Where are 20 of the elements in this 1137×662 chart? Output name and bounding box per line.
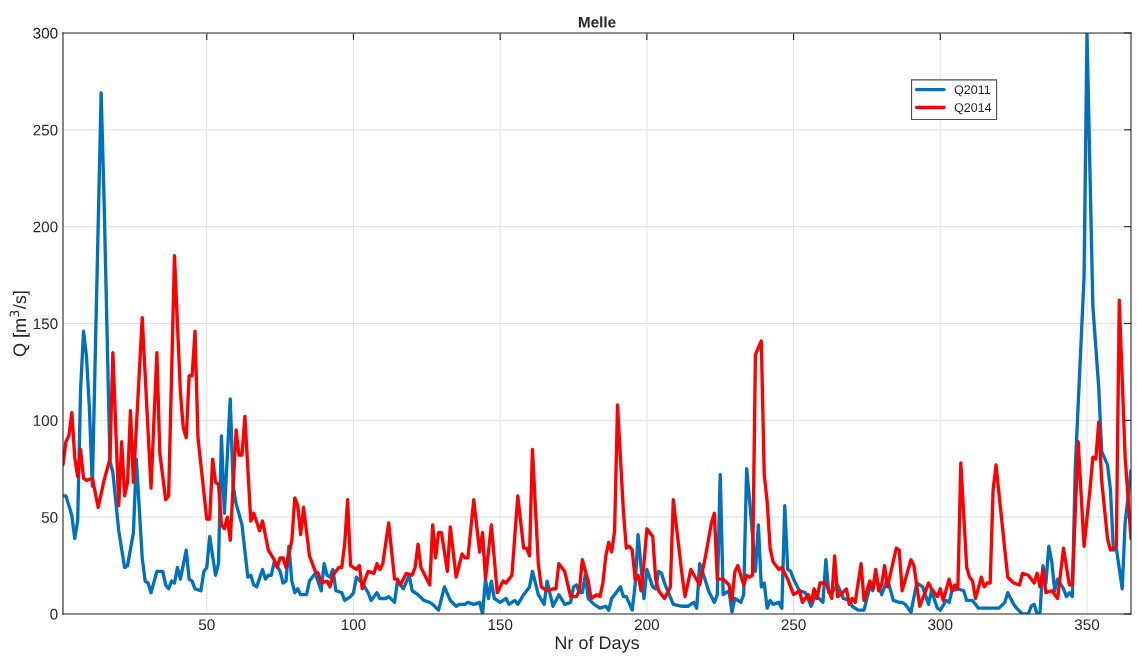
x-tick-label: 350 — [1074, 619, 1100, 631]
x-axis-title: Nr of Days — [555, 635, 639, 653]
y-tick-label: 300 — [33, 27, 58, 39]
y-tick-label: 0 — [50, 608, 58, 620]
chart-title: Melle — [578, 16, 616, 28]
y-tick-label: 100 — [33, 415, 58, 427]
x-tick-label: 250 — [781, 619, 806, 631]
x-tick-label: 100 — [341, 619, 366, 631]
y-axis-title: Q [m$^{3}$/s] — [9, 291, 30, 357]
x-tick-label: 50 — [198, 619, 215, 631]
y-tick-label: 50 — [41, 512, 58, 523]
y-tick-label: 150 — [33, 318, 58, 330]
x-tick-label: 200 — [634, 619, 660, 631]
x-tick-label: 300 — [928, 619, 953, 631]
y-tick-label: 250 — [33, 124, 58, 136]
y-tick-label: 200 — [33, 221, 58, 233]
legend-label: Q2011 — [954, 85, 991, 97]
legend-label: Q2014 — [954, 103, 992, 115]
line-series — [63, 254, 1131, 608]
x-tick-label: 150 — [488, 619, 513, 631]
